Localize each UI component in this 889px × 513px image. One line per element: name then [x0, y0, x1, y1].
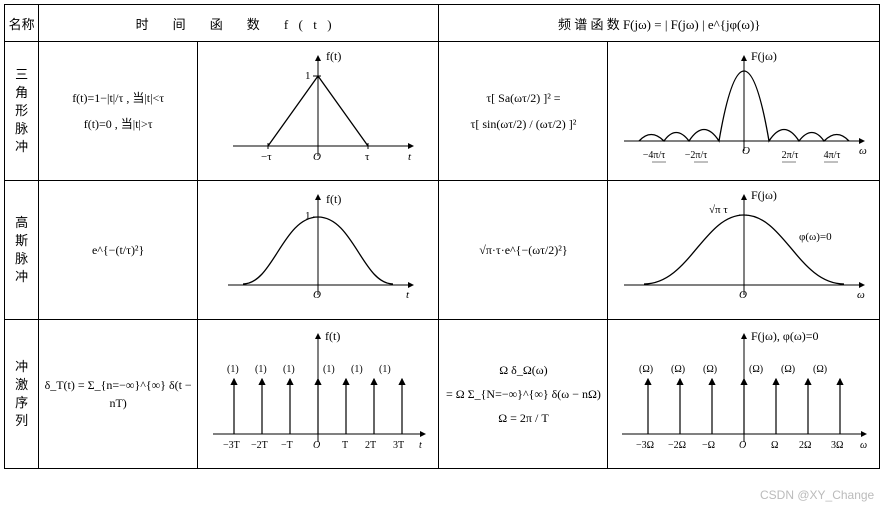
svg-text:(Ω): (Ω) — [703, 364, 717, 375]
impulse-time-svg: f(t) (1) (1) (1) (1) (1) (1) −3T −2T — [203, 324, 433, 464]
svg-text:f(t): f(t) — [326, 49, 341, 63]
svg-text:F(jω): F(jω) — [751, 49, 777, 63]
hdr-spec: 频 谱 函 数 F(jω) = | F(jω) | e^{jφ(ω)} — [439, 5, 880, 42]
svg-text:4π/τ: 4π/τ — [823, 150, 840, 161]
svg-text:−2Ω: −2Ω — [668, 440, 686, 451]
svg-text:1: 1 — [305, 210, 311, 222]
svg-text:f(t): f(t) — [326, 192, 341, 206]
svg-text:1: 1 — [305, 70, 311, 82]
svg-text:(Ω): (Ω) — [639, 364, 653, 375]
label-impulse: 冲 激 序 列 — [5, 320, 39, 469]
svg-text:2T: 2T — [365, 440, 376, 451]
svg-text:t: t — [419, 440, 422, 451]
svg-text:−4π/τ: −4π/τ — [642, 150, 665, 161]
svg-text:(1): (1) — [227, 364, 239, 375]
svg-text:O: O — [739, 289, 747, 301]
svg-text:(Ω): (Ω) — [749, 364, 763, 375]
time-formula-gaussian: e^{−(t/τ)²} — [39, 181, 198, 320]
svg-text:−Ω: −Ω — [702, 440, 715, 451]
time-graph-impulse: f(t) (1) (1) (1) (1) (1) (1) −3T −2T — [198, 320, 439, 469]
row-gaussian: 高 斯 脉 冲 e^{−(t/τ)²} f(t) 1 O t √π·τ·e^{−… — [5, 181, 880, 320]
svg-text:f(t): f(t) — [325, 329, 340, 343]
time-graph-gaussian: f(t) 1 O t — [198, 181, 439, 320]
row-triangle: 三 角 形 脉 冲 f(t)=1−|t|/τ , 当|t|<τ f(t)=0 ,… — [5, 42, 880, 181]
svg-text:O: O — [739, 440, 746, 451]
gaussian-time-svg: f(t) 1 O t — [213, 185, 423, 315]
svg-text:ω: ω — [859, 145, 867, 157]
svg-text:−3T: −3T — [223, 440, 240, 451]
spec-graph-impulse: F(jω), φ(ω)=0 (Ω) (Ω) (Ω) (Ω) (Ω) (Ω) −3… — [608, 320, 880, 469]
svg-text:t: t — [406, 289, 410, 301]
spec-graph-triangle: F(jω) −4π/τ −2π/τ O 2π/τ 4π/τ ω — [608, 42, 880, 181]
svg-text:F(jω): F(jω) — [751, 188, 777, 202]
svg-text:φ(ω)=0: φ(ω)=0 — [799, 231, 832, 243]
label-gaussian: 高 斯 脉 冲 — [5, 181, 39, 320]
time-formula-impulse: δ_T(t) = Σ_{n=−∞}^{∞} δ(t − nT) — [39, 320, 198, 469]
svg-text:t: t — [408, 151, 412, 163]
spec-formula-gaussian: √π·τ·e^{−(ωτ/2)²} — [439, 181, 608, 320]
fourier-pairs-table: 名称 时 间 函 数 f(t) 频 谱 函 数 F(jω) = | F(jω) … — [4, 4, 880, 469]
svg-text:F(jω), φ(ω)=0: F(jω), φ(ω)=0 — [751, 329, 818, 343]
hdr-time: 时 间 函 数 f(t) — [39, 5, 439, 42]
svg-text:(Ω): (Ω) — [781, 364, 795, 375]
svg-text:Ω: Ω — [771, 440, 778, 451]
svg-text:O: O — [313, 289, 321, 301]
svg-text:2Ω: 2Ω — [799, 440, 811, 451]
svg-text:−3Ω: −3Ω — [636, 440, 654, 451]
label-triangle: 三 角 形 脉 冲 — [5, 42, 39, 181]
svg-text:−T: −T — [281, 440, 293, 451]
svg-text:O: O — [313, 151, 321, 163]
svg-text:T: T — [342, 440, 348, 451]
svg-text:(1): (1) — [283, 364, 295, 375]
spec-graph-gaussian: F(jω) √π τ φ(ω)=0 O ω — [608, 181, 880, 320]
svg-text:(1): (1) — [351, 364, 363, 375]
svg-text:−2π/τ: −2π/τ — [684, 150, 707, 161]
svg-text:(1): (1) — [255, 364, 267, 375]
svg-text:√π τ: √π τ — [709, 204, 728, 216]
svg-text:3T: 3T — [393, 440, 404, 451]
impulse-spec-svg: F(jω), φ(ω)=0 (Ω) (Ω) (Ω) (Ω) (Ω) (Ω) −3… — [614, 324, 874, 464]
svg-text:(1): (1) — [379, 364, 391, 375]
row-impulse: 冲 激 序 列 δ_T(t) = Σ_{n=−∞}^{∞} δ(t − nT) … — [5, 320, 880, 469]
hdr-name: 名称 — [5, 5, 39, 42]
svg-text:2π/τ: 2π/τ — [781, 150, 798, 161]
time-formula-triangle: f(t)=1−|t|/τ , 当|t|<τ f(t)=0 , 当|t|>τ — [39, 42, 198, 181]
svg-text:O: O — [313, 440, 320, 451]
time-graph-triangle: f(t) 1 −τ O τ t — [198, 42, 439, 181]
spec-formula-triangle: τ[ Sa(ωτ/2) ]² = τ[ sin(ωτ/2) / (ωτ/2) ]… — [439, 42, 608, 181]
svg-text:ω: ω — [860, 440, 867, 451]
svg-text:3Ω: 3Ω — [831, 440, 843, 451]
gaussian-spec-svg: F(jω) √π τ φ(ω)=0 O ω — [614, 185, 874, 315]
watermark: CSDN @XY_Change — [760, 488, 874, 502]
svg-text:τ: τ — [365, 151, 370, 163]
svg-text:O: O — [742, 145, 750, 157]
svg-text:−2T: −2T — [251, 440, 268, 451]
spec-formula-impulse: Ω δ_Ω(ω) = Ω Σ_{N=−∞}^{∞} δ(ω − nΩ) Ω = … — [439, 320, 608, 469]
svg-text:ω: ω — [857, 289, 865, 301]
header-row: 名称 时 间 函 数 f(t) 频 谱 函 数 F(jω) = | F(jω) … — [5, 5, 880, 42]
svg-text:(Ω): (Ω) — [813, 364, 827, 375]
svg-text:(Ω): (Ω) — [671, 364, 685, 375]
triangle-spec-svg: F(jω) −4π/τ −2π/τ O 2π/τ 4π/τ ω — [614, 46, 874, 176]
svg-text:(1): (1) — [323, 364, 335, 375]
triangle-time-svg: f(t) 1 −τ O τ t — [213, 46, 423, 176]
svg-text:−τ: −τ — [261, 151, 272, 163]
